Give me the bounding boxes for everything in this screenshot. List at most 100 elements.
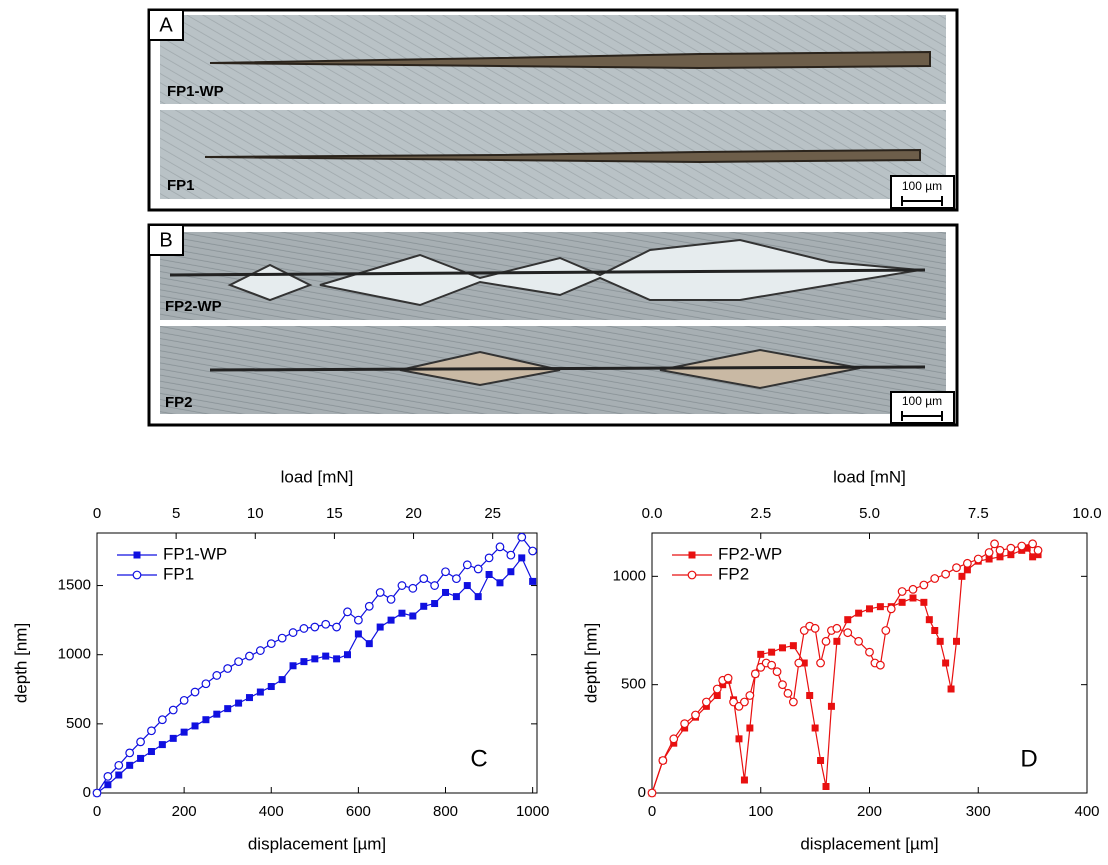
point [529,577,537,585]
plot-frame [96,532,538,794]
point [936,637,944,645]
point [1028,539,1038,549]
point [1033,545,1043,555]
point [1023,544,1031,552]
point [180,728,188,736]
point [364,601,374,611]
image-label: FP2 [165,394,193,411]
point [277,633,287,643]
spall [227,263,313,302]
point [234,657,243,667]
point [518,554,526,562]
point [255,646,265,655]
point [157,715,167,725]
point [354,630,362,638]
image-label: FP2-WP [165,298,222,315]
point [810,623,820,633]
point [473,564,483,574]
point [822,783,830,790]
point [925,616,933,624]
image-label: FP1-WP [167,83,224,100]
point [376,623,384,631]
point [996,553,1004,561]
point [191,722,199,730]
point [311,655,319,663]
point [952,563,961,573]
legend-label: FP1-WP [163,544,227,563]
point [881,626,891,635]
point [224,705,232,713]
point [321,619,331,629]
point [843,628,853,638]
scale-bar-label: 100 µm [902,179,942,193]
legend-label: FP2-WP [718,544,782,563]
point [811,724,819,732]
point [288,628,298,637]
point [669,734,679,744]
legend-label: FP2 [718,564,749,583]
point [898,598,906,606]
x2-tick-label: 20 [405,505,422,522]
point [484,553,494,563]
panel-label-box [148,224,184,256]
point [920,598,928,606]
point [212,671,222,680]
series-line [651,542,1039,794]
point [114,760,124,770]
scale-bar [901,411,943,421]
x-tick-label: 100 [748,803,773,820]
point [310,622,320,632]
point [137,754,145,762]
x-axis-label: displacement [µm] [800,834,938,853]
point [746,724,754,732]
point [958,572,966,580]
point [865,647,874,657]
point [179,695,189,705]
point [408,583,418,593]
point [701,697,711,707]
point [768,648,776,656]
point [147,748,155,756]
point [442,588,450,596]
point [778,680,787,690]
point [750,669,760,679]
y-tick-label: 0 [638,784,646,801]
point [278,676,286,684]
point [963,566,971,574]
point [245,694,253,702]
point [908,584,918,594]
point [365,640,373,648]
point [953,637,960,645]
x-tick-label: 0 [648,803,656,820]
y-tick-label: 500 [621,676,646,693]
point [886,604,896,614]
point [485,570,493,578]
y-axis-label: depth [nm] [581,623,600,703]
point [897,587,907,596]
legend-marker [688,551,696,559]
point [452,574,461,584]
x2-axis-label: load [mN] [833,467,906,486]
point [691,710,700,720]
point [1007,551,1015,559]
panel-label-box [148,9,184,41]
scale-bar-label: 100 µm [902,394,942,408]
x2-tick-label: 5 [172,505,180,522]
point [115,771,123,779]
point [942,659,950,667]
panel-annotation: C [470,745,487,772]
point [832,623,842,633]
legend-marker [132,570,142,580]
panel-label: B [159,229,172,251]
point [147,726,156,736]
point [995,545,1005,555]
y-tick-label: 0 [83,784,91,801]
scratch [209,50,931,70]
point [386,594,396,604]
point [213,710,221,718]
point [647,788,657,798]
point [740,776,748,784]
point [419,574,429,584]
point [190,687,200,697]
